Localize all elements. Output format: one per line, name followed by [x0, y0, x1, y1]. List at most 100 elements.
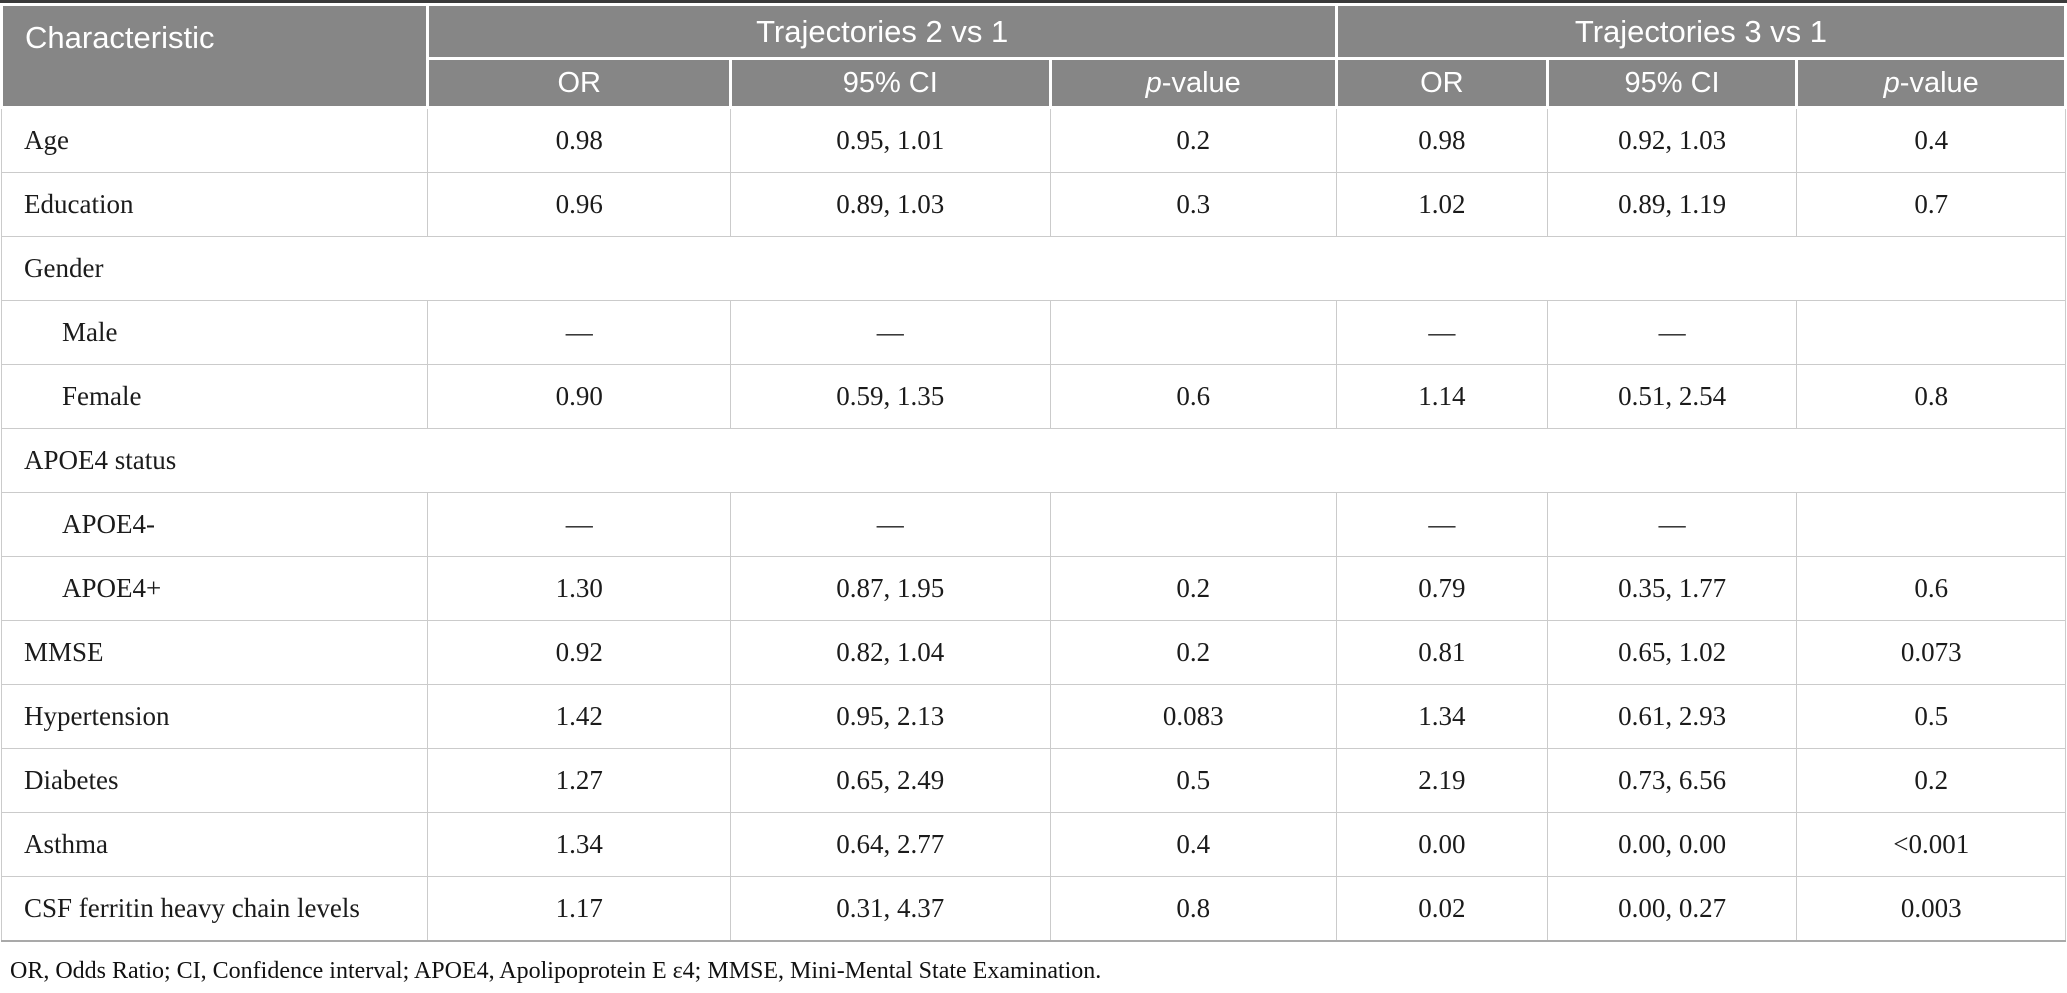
cell-ci-3v1: 0.00, 0.00 — [1546, 812, 1798, 877]
table-body: Age 0.98 0.95, 1.01 0.2 0.98 0.92, 1.03 … — [0, 107, 2066, 942]
row-label: Asthma — [0, 812, 429, 877]
cell-ci-3v1: 0.89, 1.19 — [1546, 172, 1798, 237]
cell-p-3v1: 0.8 — [1796, 364, 2066, 429]
cell-p-3v1: <0.001 — [1796, 812, 2066, 877]
cell-or-2v1: 1.30 — [427, 556, 731, 621]
cell-p-3v1: 0.4 — [1796, 107, 2066, 173]
table-row-apoe4-neg: APOE4- — — — — — [0, 492, 2066, 557]
table-footnote: OR, Odds Ratio; CI, Confidence interval;… — [10, 958, 1102, 984]
cell-p-3v1: 0.003 — [1796, 876, 2066, 942]
row-label: Hypertension — [0, 684, 429, 749]
cell-ci-2v1: 0.31, 4.37 — [730, 876, 1051, 942]
cell-or-2v1: 0.92 — [427, 620, 731, 685]
cell-p-2v1: 0.2 — [1049, 620, 1337, 685]
header-group-trajectories-2v1: Trajectories 2 vs 1 — [426, 3, 1338, 60]
cell-or-3v1: 0.00 — [1335, 812, 1548, 877]
header-characteristic: Characteristic — [0, 3, 430, 109]
cell-ci-2v1: 0.82, 1.04 — [730, 620, 1051, 685]
cell-or-2v1: 0.90 — [427, 364, 731, 429]
cell-p-2v1: 0.2 — [1049, 107, 1337, 173]
cell-or-2v1: 1.42 — [427, 684, 731, 749]
cell-ci-3v1: 0.73, 6.56 — [1546, 748, 1798, 813]
cell-p-3v1: 0.7 — [1796, 172, 2066, 237]
header-sub-row: OR 95% CI p-value OR 95% CI p-value — [2, 57, 2067, 109]
cell-or-3v1: 0.79 — [1335, 556, 1548, 621]
cell-or-3v1: 1.14 — [1335, 364, 1548, 429]
p-italic: p — [1883, 66, 1900, 99]
cell-p-2v1 — [1049, 492, 1337, 557]
cell-or-3v1: 1.34 — [1335, 684, 1548, 749]
header-pvalue-3v1: p-value — [1795, 57, 2067, 109]
cell-ci-3v1: 0.65, 1.02 — [1546, 620, 1798, 685]
cell-p-3v1 — [1796, 492, 2066, 557]
cell-ci-3v1: 0.92, 1.03 — [1546, 107, 1798, 173]
cell-ci-2v1: 0.95, 1.01 — [730, 107, 1051, 173]
table-row-csf-ferritin: CSF ferritin heavy chain levels 1.17 0.3… — [0, 876, 2066, 942]
cell-or-3v1: 2.19 — [1335, 748, 1548, 813]
cell-ci-2v1: 0.64, 2.77 — [730, 812, 1051, 877]
table-row-apoe4-pos: APOE4+ 1.30 0.87, 1.95 0.2 0.79 0.35, 1.… — [0, 556, 2066, 621]
header-or-3v1: OR — [1334, 57, 1549, 109]
cell-ci-3v1: 0.51, 2.54 — [1546, 364, 1798, 429]
cell-ci-3v1: 0.35, 1.77 — [1546, 556, 1798, 621]
cell-p-2v1: 0.083 — [1049, 684, 1337, 749]
cell-or-3v1: — — [1335, 300, 1548, 365]
cell-or-2v1: 0.96 — [427, 172, 731, 237]
table-row-asthma: Asthma 1.34 0.64, 2.77 0.4 0.00 0.00, 0.… — [0, 812, 2066, 877]
cell-or-3v1: 1.02 — [1335, 172, 1548, 237]
cell-ci-2v1: 0.87, 1.95 — [730, 556, 1051, 621]
row-label: APOE4- — [0, 492, 429, 557]
header-group-trajectories-3v1: Trajectories 3 vs 1 — [1334, 3, 2067, 60]
cell-p-2v1: 0.5 — [1049, 748, 1337, 813]
cell-p-2v1: 0.4 — [1049, 812, 1337, 877]
row-label: CSF ferritin heavy chain levels — [0, 876, 429, 942]
cell-p-2v1: 0.6 — [1049, 364, 1337, 429]
header-ci-3v1: 95% CI — [1545, 57, 1799, 109]
row-label: Age — [0, 107, 429, 173]
regression-table: Characteristic Trajectories 2 vs 1 Traje… — [0, 3, 2067, 942]
cell-ci-3v1: — — [1546, 300, 1798, 365]
cell-p-2v1: 0.2 — [1049, 556, 1337, 621]
p-italic: p — [1145, 66, 1162, 99]
header-or-2v1: OR — [426, 57, 732, 109]
table-row-diabetes: Diabetes 1.27 0.65, 2.49 0.5 2.19 0.73, … — [0, 748, 2066, 813]
cell-or-2v1: 1.34 — [427, 812, 731, 877]
cell-or-3v1: 0.81 — [1335, 620, 1548, 685]
row-label: APOE4+ — [0, 556, 429, 621]
cell-p-3v1: 0.2 — [1796, 748, 2066, 813]
cell-or-2v1: — — [427, 300, 731, 365]
cell-or-2v1: 1.27 — [427, 748, 731, 813]
cell-ci-3v1: — — [1546, 492, 1798, 557]
section-label: Gender — [1, 236, 2066, 301]
cell-ci-2v1: 0.95, 2.13 — [730, 684, 1051, 749]
cell-or-2v1: 1.17 — [427, 876, 731, 942]
section-label: APOE4 status — [1, 428, 2066, 493]
cell-p-3v1 — [1796, 300, 2066, 365]
cell-or-2v1: — — [427, 492, 731, 557]
cell-or-3v1: 0.98 — [1335, 107, 1548, 173]
table-row-mmse: MMSE 0.92 0.82, 1.04 0.2 0.81 0.65, 1.02… — [0, 620, 2066, 685]
cell-or-3v1: 0.02 — [1335, 876, 1548, 942]
cell-or-2v1: 0.98 — [427, 107, 731, 173]
header-group-row: Characteristic Trajectories 2 vs 1 Traje… — [0, 3, 2067, 109]
row-label: MMSE — [0, 620, 429, 685]
cell-ci-2v1: 0.89, 1.03 — [730, 172, 1051, 237]
cell-ci-3v1: 0.61, 2.93 — [1546, 684, 1798, 749]
cell-p-3v1: 0.6 — [1796, 556, 2066, 621]
table-row-hypertension: Hypertension 1.42 0.95, 2.13 0.083 1.34 … — [0, 684, 2066, 749]
regression-table-container: Characteristic Trajectories 2 vs 1 Traje… — [0, 0, 2067, 942]
row-label: Education — [0, 172, 429, 237]
table-row-female: Female 0.90 0.59, 1.35 0.6 1.14 0.51, 2.… — [0, 364, 2066, 429]
cell-ci-2v1: 0.59, 1.35 — [730, 364, 1051, 429]
row-label: Male — [0, 300, 429, 365]
cell-ci-3v1: 0.00, 0.27 — [1546, 876, 1798, 942]
table-row-male: Male — — — — — [0, 300, 2066, 365]
cell-or-3v1: — — [1335, 492, 1548, 557]
table-row-education: Education 0.96 0.89, 1.03 0.3 1.02 0.89,… — [0, 172, 2066, 237]
header-ci-2v1: 95% CI — [729, 57, 1052, 109]
cell-ci-2v1: 0.65, 2.49 — [730, 748, 1051, 813]
cell-p-2v1: 0.3 — [1049, 172, 1337, 237]
cell-p-2v1 — [1049, 300, 1337, 365]
cell-p-3v1: 0.073 — [1796, 620, 2066, 685]
